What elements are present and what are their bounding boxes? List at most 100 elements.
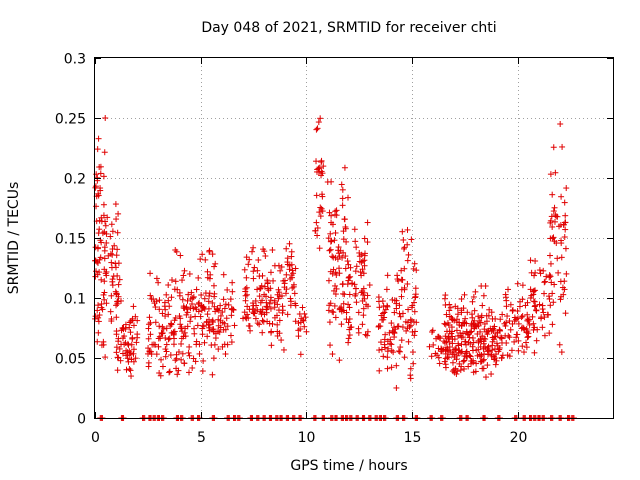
data-point [355,309,362,316]
data-point [126,348,133,355]
data-point [400,245,407,252]
data-point [435,333,442,340]
data-point [379,316,386,323]
data-point [497,316,504,323]
data-point [525,330,532,337]
data-point [358,251,365,258]
data-point [210,282,217,289]
data-point [335,244,342,251]
data-point [163,341,170,348]
data-point [314,232,321,239]
data-point [316,209,323,216]
data-point [190,305,197,312]
data-point [126,324,133,331]
data-point [222,326,229,333]
data-point [170,330,177,337]
data-point [254,286,261,293]
data-point [301,323,308,330]
data-point [396,302,403,309]
data-point [203,319,210,326]
data-point [299,316,306,323]
data-point [556,223,563,230]
data-point [528,292,535,299]
data-point [277,267,284,274]
data-point [288,261,295,268]
data-point [496,344,503,351]
data-point [562,226,569,233]
data-point [447,349,454,356]
data-point [537,315,544,322]
data-point [531,349,538,356]
data-point [317,213,324,220]
data-point [112,201,119,208]
data-point [327,342,334,349]
data-point [381,344,388,351]
data-point [361,250,368,257]
data-point [388,341,395,348]
data-point [147,331,154,338]
data-point [484,351,491,358]
data-point [253,302,260,309]
data-point [274,321,281,328]
data-point [295,333,302,340]
data-point [95,302,102,309]
data-point [451,354,458,361]
data-point [101,247,108,254]
data-point [302,314,309,321]
data-point [470,369,477,376]
data-point [338,321,345,328]
data-point [229,279,236,286]
y-tick-label: 0.1 [64,292,86,308]
data-point [162,346,169,353]
data-point [263,293,270,300]
data-point [165,336,172,343]
plot-frame [94,57,614,419]
data-point [503,303,510,310]
data-point [473,360,480,367]
data-point [364,219,371,226]
data-point [488,371,495,378]
data-point [114,246,121,253]
data-point [344,194,351,201]
data-point [220,296,227,303]
data-point [391,330,398,337]
data-point [150,341,157,348]
data-point [263,309,270,316]
data-point [413,267,420,274]
data-point [97,185,104,192]
data-point [197,256,204,263]
data-point [198,303,205,310]
data-point [98,214,105,221]
data-point [312,227,319,234]
data-point [391,309,398,316]
data-point [111,242,118,249]
data-point [318,157,325,164]
data-point [511,338,518,345]
data-point [227,296,234,303]
data-point [96,256,103,263]
data-point [292,265,299,272]
data-point [530,320,537,327]
data-point [206,248,213,255]
data-point [403,327,410,334]
data-point [361,262,368,269]
data-point [163,291,170,298]
data-point [547,273,554,280]
data-point [533,307,540,314]
data-point [450,366,457,373]
data-point [127,329,134,336]
data-point [119,350,126,357]
data-point [477,336,484,343]
data-point [205,298,212,305]
data-point [118,297,125,304]
data-point [271,304,278,311]
data-point [279,303,286,310]
data-point [379,310,386,317]
data-point [443,311,450,318]
data-point [134,334,141,341]
data-point [204,333,211,340]
data-point [332,314,339,321]
data-point [101,255,108,262]
data-point [145,335,152,342]
data-point [343,238,350,245]
